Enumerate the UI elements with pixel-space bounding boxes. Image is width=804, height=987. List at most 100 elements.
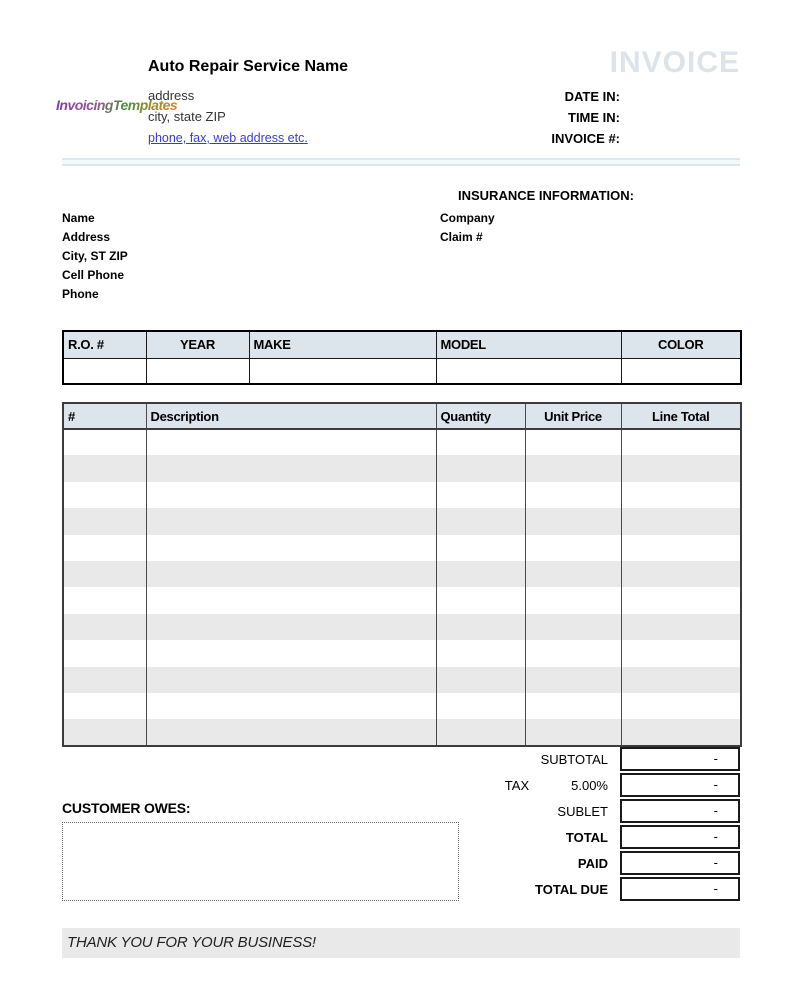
sublet-label: SUBLET [557, 803, 608, 819]
table-cell[interactable] [620, 613, 742, 641]
sublet-value[interactable]: - [620, 799, 740, 823]
invoice-number-label: INVOICE #: [551, 131, 620, 146]
table-cell[interactable] [435, 357, 622, 385]
table-cell[interactable] [620, 508, 742, 535]
table-cell[interactable] [524, 534, 622, 561]
table-cell[interactable] [620, 455, 742, 482]
table-cell[interactable] [620, 534, 742, 561]
table-cell[interactable] [435, 508, 526, 535]
date-in-label: DATE IN: [564, 89, 620, 104]
company-address-line2: city, state ZIP [148, 109, 226, 124]
table-cell[interactable] [145, 587, 437, 614]
table-cell[interactable] [435, 666, 526, 693]
table-cell[interactable] [145, 357, 250, 385]
table-cell[interactable] [248, 357, 437, 385]
vehicle-table: R.O. # YEAR MAKE MODEL COLOR [62, 330, 742, 385]
table-cell[interactable] [435, 560, 526, 588]
table-cell[interactable] [435, 719, 526, 746]
table-cell[interactable] [145, 666, 437, 693]
table-cell[interactable] [145, 640, 437, 667]
table-cell[interactable] [62, 692, 147, 720]
table-cell[interactable] [620, 719, 742, 746]
table-cell[interactable] [145, 455, 437, 482]
table-cell[interactable] [524, 613, 622, 641]
total-due-value[interactable]: - [620, 877, 740, 901]
unit-price-header: Unit Price [524, 403, 622, 430]
table-cell[interactable] [62, 455, 147, 482]
table-cell[interactable] [524, 587, 622, 614]
insurance-labels: Company Claim # [440, 209, 495, 247]
table-cell[interactable] [435, 692, 526, 720]
table-cell[interactable] [62, 481, 147, 509]
subtotal-value[interactable]: - [620, 747, 740, 771]
table-cell[interactable] [524, 508, 622, 535]
quantity-header: Quantity [435, 403, 526, 430]
table-row [62, 666, 742, 693]
time-in-label: TIME IN: [568, 110, 620, 125]
insurance-claim-label: Claim # [440, 230, 483, 244]
table-cell[interactable] [524, 666, 622, 693]
table-row [62, 429, 742, 456]
table-cell[interactable] [435, 613, 526, 641]
total-label: TOTAL [565, 829, 608, 845]
table-cell[interactable] [62, 719, 147, 746]
table-row [62, 357, 742, 385]
table-cell[interactable] [62, 560, 147, 588]
table-cell[interactable] [145, 481, 437, 509]
table-cell[interactable] [620, 429, 742, 456]
customer-phone-label: Phone [62, 287, 99, 301]
contact-link[interactable]: phone, fax, web address etc. [148, 131, 308, 145]
color-header: COLOR [620, 330, 742, 359]
table-cell[interactable] [145, 429, 437, 456]
table-cell[interactable] [620, 560, 742, 588]
table-cell[interactable] [524, 640, 622, 667]
insurance-information-title: INSURANCE INFORMATION: [458, 188, 634, 203]
total-value[interactable]: - [620, 825, 740, 849]
table-cell[interactable] [435, 481, 526, 509]
table-cell[interactable] [620, 357, 742, 385]
customer-name-label: Name [62, 211, 95, 225]
table-cell[interactable] [435, 534, 526, 561]
table-cell[interactable] [62, 534, 147, 561]
table-cell[interactable] [62, 508, 147, 535]
table-cell[interactable] [62, 357, 147, 385]
subtotal-label: SUBTOTAL [540, 751, 608, 767]
table-cell[interactable] [524, 481, 622, 509]
table-cell[interactable] [62, 429, 147, 456]
table-cell[interactable] [620, 640, 742, 667]
table-cell[interactable] [145, 692, 437, 720]
line-total-header: Line Total [620, 403, 742, 430]
paid-value[interactable]: - [620, 851, 740, 875]
table-cell[interactable] [62, 640, 147, 667]
table-cell[interactable] [435, 455, 526, 482]
table-cell[interactable] [524, 429, 622, 456]
table-cell[interactable] [145, 613, 437, 641]
header-fields: DATE IN: TIME IN: INVOICE #: [430, 86, 620, 149]
table-cell[interactable] [62, 613, 147, 641]
table-cell[interactable] [524, 455, 622, 482]
table-row [62, 719, 742, 746]
tax-value[interactable]: - [620, 773, 740, 797]
table-cell[interactable] [524, 719, 622, 746]
make-header: MAKE [248, 330, 437, 359]
table-cell[interactable] [62, 587, 147, 614]
table-cell[interactable] [435, 587, 526, 614]
table-cell[interactable] [435, 640, 526, 667]
table-cell[interactable] [145, 560, 437, 588]
table-cell[interactable] [524, 560, 622, 588]
table-cell[interactable] [524, 692, 622, 720]
table-cell[interactable] [435, 429, 526, 456]
table-cell[interactable] [145, 719, 437, 746]
table-cell[interactable] [620, 666, 742, 693]
table-cell[interactable] [145, 508, 437, 535]
table-cell[interactable] [620, 481, 742, 509]
table-cell[interactable] [620, 692, 742, 720]
table-cell[interactable] [620, 587, 742, 614]
table-cell[interactable] [145, 534, 437, 561]
table-cell[interactable] [62, 666, 147, 693]
footer-message: THANK YOU FOR YOUR BUSINESS! [62, 928, 740, 958]
customer-address-label: Address [62, 230, 111, 244]
items-table-header-row: # Description Quantity Unit Price Line T… [62, 403, 742, 430]
customer-owes-box[interactable] [62, 822, 459, 901]
